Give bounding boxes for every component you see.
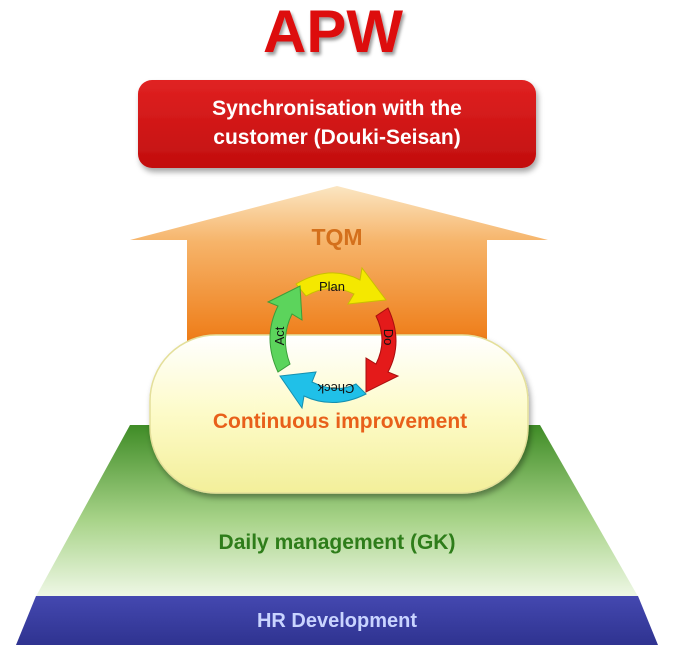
customer-sync-box: Synchronisation with the customer (Douki… bbox=[138, 80, 536, 168]
hr-development-label: HR Development bbox=[257, 610, 417, 632]
tqm-arrow bbox=[130, 186, 548, 345]
act-arrow bbox=[266, 285, 303, 373]
pdca-do-label: Do bbox=[381, 329, 396, 346]
pdca-cycle: Plan Do Check Act bbox=[266, 266, 400, 410]
hr-development-band bbox=[16, 596, 658, 645]
do-arrow bbox=[365, 307, 400, 393]
pdca-check-label: Check bbox=[317, 381, 354, 396]
pdca-act-label: Act bbox=[272, 326, 287, 345]
tqm-label: TQM bbox=[311, 224, 362, 250]
continuous-improvement-pill bbox=[149, 334, 529, 494]
daily-management-label: Daily management (GK) bbox=[219, 531, 456, 554]
customer-sync-line1: Synchronisation with the bbox=[212, 97, 462, 120]
pdca-plan-label: Plan bbox=[319, 279, 345, 294]
diagram-title: APW bbox=[263, 0, 403, 65]
continuous-improvement-label: Continuous improvement bbox=[213, 410, 467, 433]
plan-arrow bbox=[295, 266, 387, 305]
check-arrow bbox=[279, 371, 367, 410]
customer-sync-line2: customer (Douki-Seisan) bbox=[213, 126, 460, 149]
